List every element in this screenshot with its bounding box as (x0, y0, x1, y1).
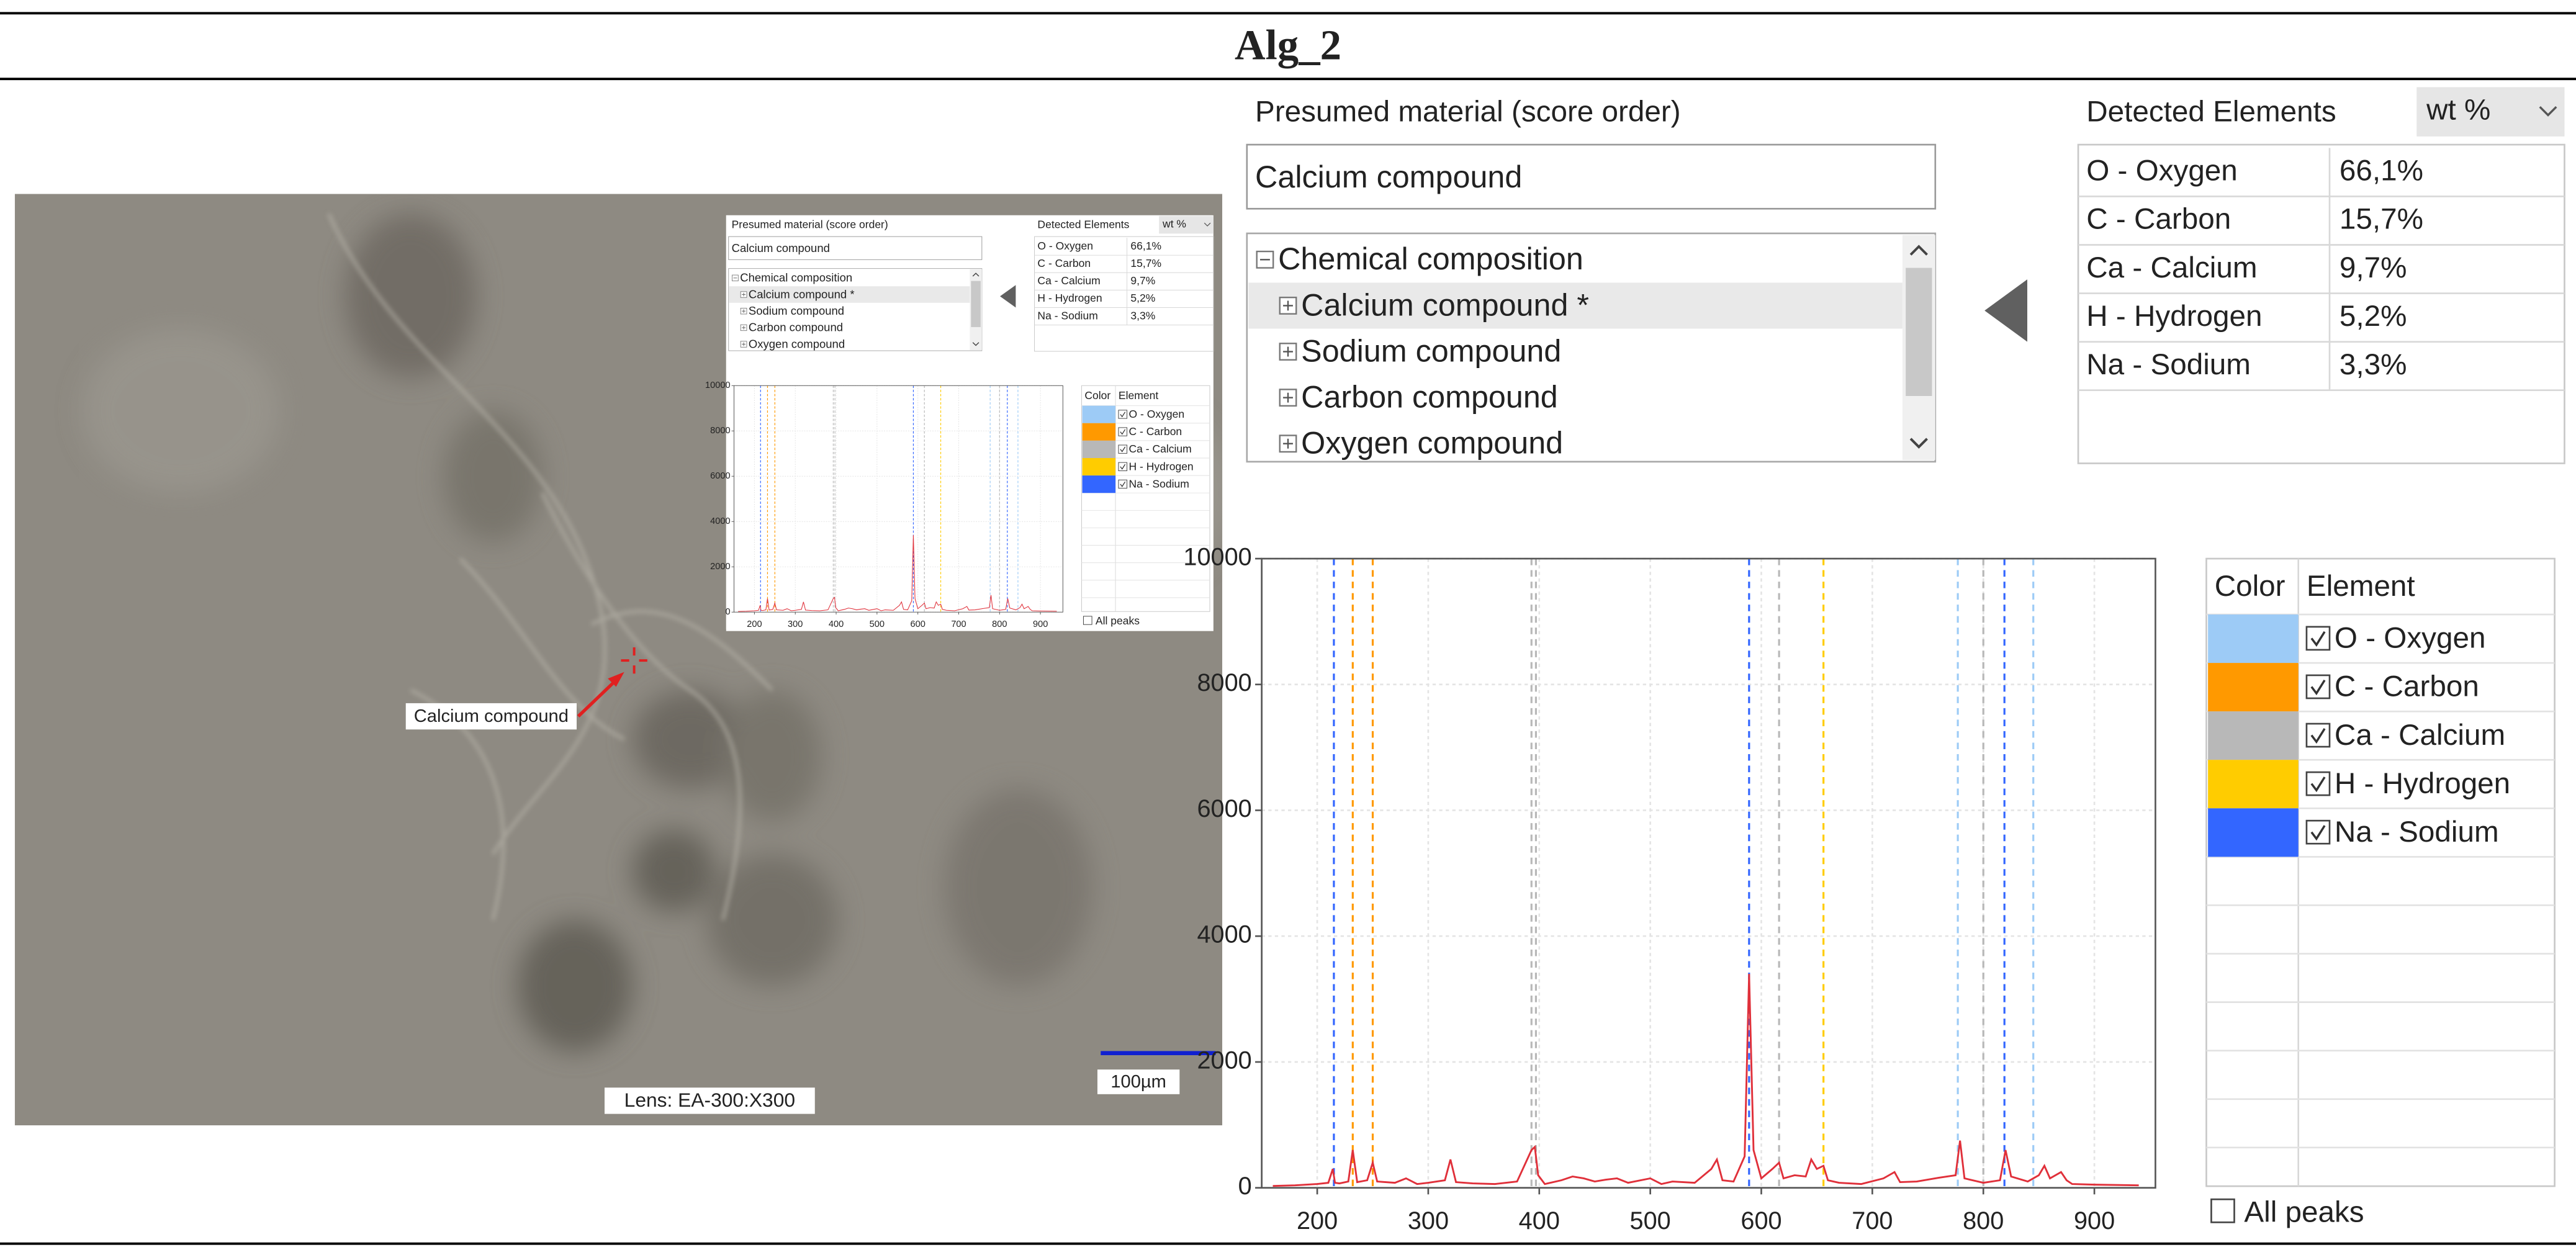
element-checkbox-mark (2310, 728, 2326, 744)
tree-items: Chemical composition Calcium compound * So… (1256, 241, 1589, 461)
figure-title: Alg_2 (1235, 21, 1341, 68)
element-checkbox[interactable] (2305, 771, 2331, 796)
unit-value: wt % (2426, 94, 2490, 127)
all-peaks-label[interactable]: All peaks (2244, 1196, 2364, 1229)
tree-item[interactable]: Sodium compound (1301, 333, 1561, 368)
element-name: Na - Sodium (2086, 348, 2251, 381)
x-tick-label: 300 (1408, 1207, 1449, 1235)
scroll-thumb[interactable] (1906, 268, 1932, 396)
legend-label[interactable]: Na - Sodium (2335, 816, 2499, 848)
legend-label[interactable]: Ca - Calcium (2335, 719, 2505, 752)
material-field[interactable] (1246, 143, 1937, 210)
detected-title: Detected Elements (2086, 95, 2336, 128)
scale-label: 100µm (1110, 1072, 1166, 1092)
x-tick-label: 700 (1852, 1207, 1893, 1235)
elements-table (2077, 143, 2565, 464)
legend-swatch (2208, 808, 2299, 857)
legend-swatch (2208, 663, 2299, 712)
x-tick-label: 800 (1963, 1207, 2004, 1235)
legend-swatch (2208, 614, 2299, 664)
element-wt: 9,7% (2340, 251, 2407, 284)
scroll-down[interactable] (1909, 438, 1928, 449)
scroll-up[interactable] (1909, 245, 1928, 256)
element-checkbox[interactable] (2305, 722, 2331, 748)
inset-panel (705, 215, 1214, 632)
x-tick-label: 500 (1630, 1207, 1671, 1235)
unit-dropdown[interactable] (2416, 87, 2565, 137)
dropdown-chevron (2539, 106, 2557, 117)
legend-label[interactable]: C - Carbon (2335, 670, 2479, 703)
legend-label[interactable]: O - Oxygen (2335, 622, 2486, 655)
y-tick-label: 0 (1238, 1172, 1252, 1200)
element-checkbox[interactable] (2305, 674, 2331, 700)
presumed-label: Presumed material (score order) (1255, 95, 1681, 128)
material-value: Calcium compound (1255, 159, 1522, 194)
element-wt: 66,1% (2340, 155, 2423, 187)
element-name: C - Carbon (2086, 203, 2231, 236)
y-tick-label: 4000 (1197, 921, 1251, 948)
legend-label[interactable]: H - Hydrogen (2335, 767, 2510, 800)
scale-box (1097, 1069, 1180, 1094)
element-checkbox-mark (2310, 631, 2326, 647)
plot-frame (1261, 557, 2156, 1189)
annotation-arrow (577, 677, 619, 718)
annotation-box (405, 703, 577, 730)
element-wt: 5,2% (2340, 300, 2407, 333)
element-name: H - Hydrogen (2086, 300, 2262, 333)
annotation-label: Calcium compound (414, 706, 569, 726)
tree-item[interactable]: Carbon compound (1301, 379, 1558, 415)
y-tick-label: 6000 (1197, 795, 1251, 822)
element-checkbox[interactable] (2305, 626, 2331, 651)
element-wt: 3,3% (2340, 348, 2407, 381)
legend-swatch (2208, 760, 2299, 809)
selected-row (1248, 282, 1903, 329)
arrow-head (608, 672, 624, 687)
x-tick-label: 900 (2074, 1207, 2115, 1235)
plot-area (1261, 559, 2156, 1188)
lens-box (604, 1087, 815, 1114)
x-tick-label: 200 (1297, 1207, 1338, 1235)
all-peaks-checkbox[interactable] (2210, 1198, 2235, 1223)
apply-arrow[interactable] (1984, 279, 2028, 342)
lens-label: Lens: EA-300:X300 (624, 1089, 795, 1111)
legend-header: Element (2307, 570, 2415, 603)
element-name: O - Oxygen (2086, 155, 2238, 187)
element-checkbox-mark (2310, 776, 2326, 793)
element-checkbox-mark (2310, 679, 2326, 696)
y-tick-label: 2000 (1197, 1046, 1251, 1074)
composition-tree (1246, 232, 1937, 463)
x-tick-label: 600 (1741, 1207, 1781, 1235)
element-checkbox-mark (2310, 825, 2326, 841)
y-tick-label: 8000 (1197, 669, 1251, 696)
element-name: Ca - Calcium (2086, 251, 2257, 284)
element-wt: 15,7% (2340, 203, 2423, 236)
elements-rows: O - Oxygen 66,1% C - Carbon 15,7% Ca - Calci… (2078, 148, 2565, 392)
y-tick-label: 10000 (1183, 544, 1251, 571)
tree-item[interactable]: Oxygen compound (1301, 425, 1563, 461)
element-checkbox[interactable] (2305, 819, 2331, 845)
legend-header: Color (2215, 570, 2286, 603)
tree-item[interactable]: Calcium compound * (1301, 287, 1589, 322)
tree-root: Chemical composition (1278, 241, 1583, 276)
legend-swatch (2208, 711, 2299, 760)
crosshair (621, 647, 647, 674)
spectrum-line (1272, 974, 2139, 1187)
spectrum-chart: 0 2000 4000 6000 8000 10000 200 300 400 500 600 700… (1183, 544, 2556, 1235)
x-tick-label: 400 (1519, 1207, 1560, 1235)
software-panel: Presumed material (score order) Calcium … (1183, 85, 2565, 1241)
